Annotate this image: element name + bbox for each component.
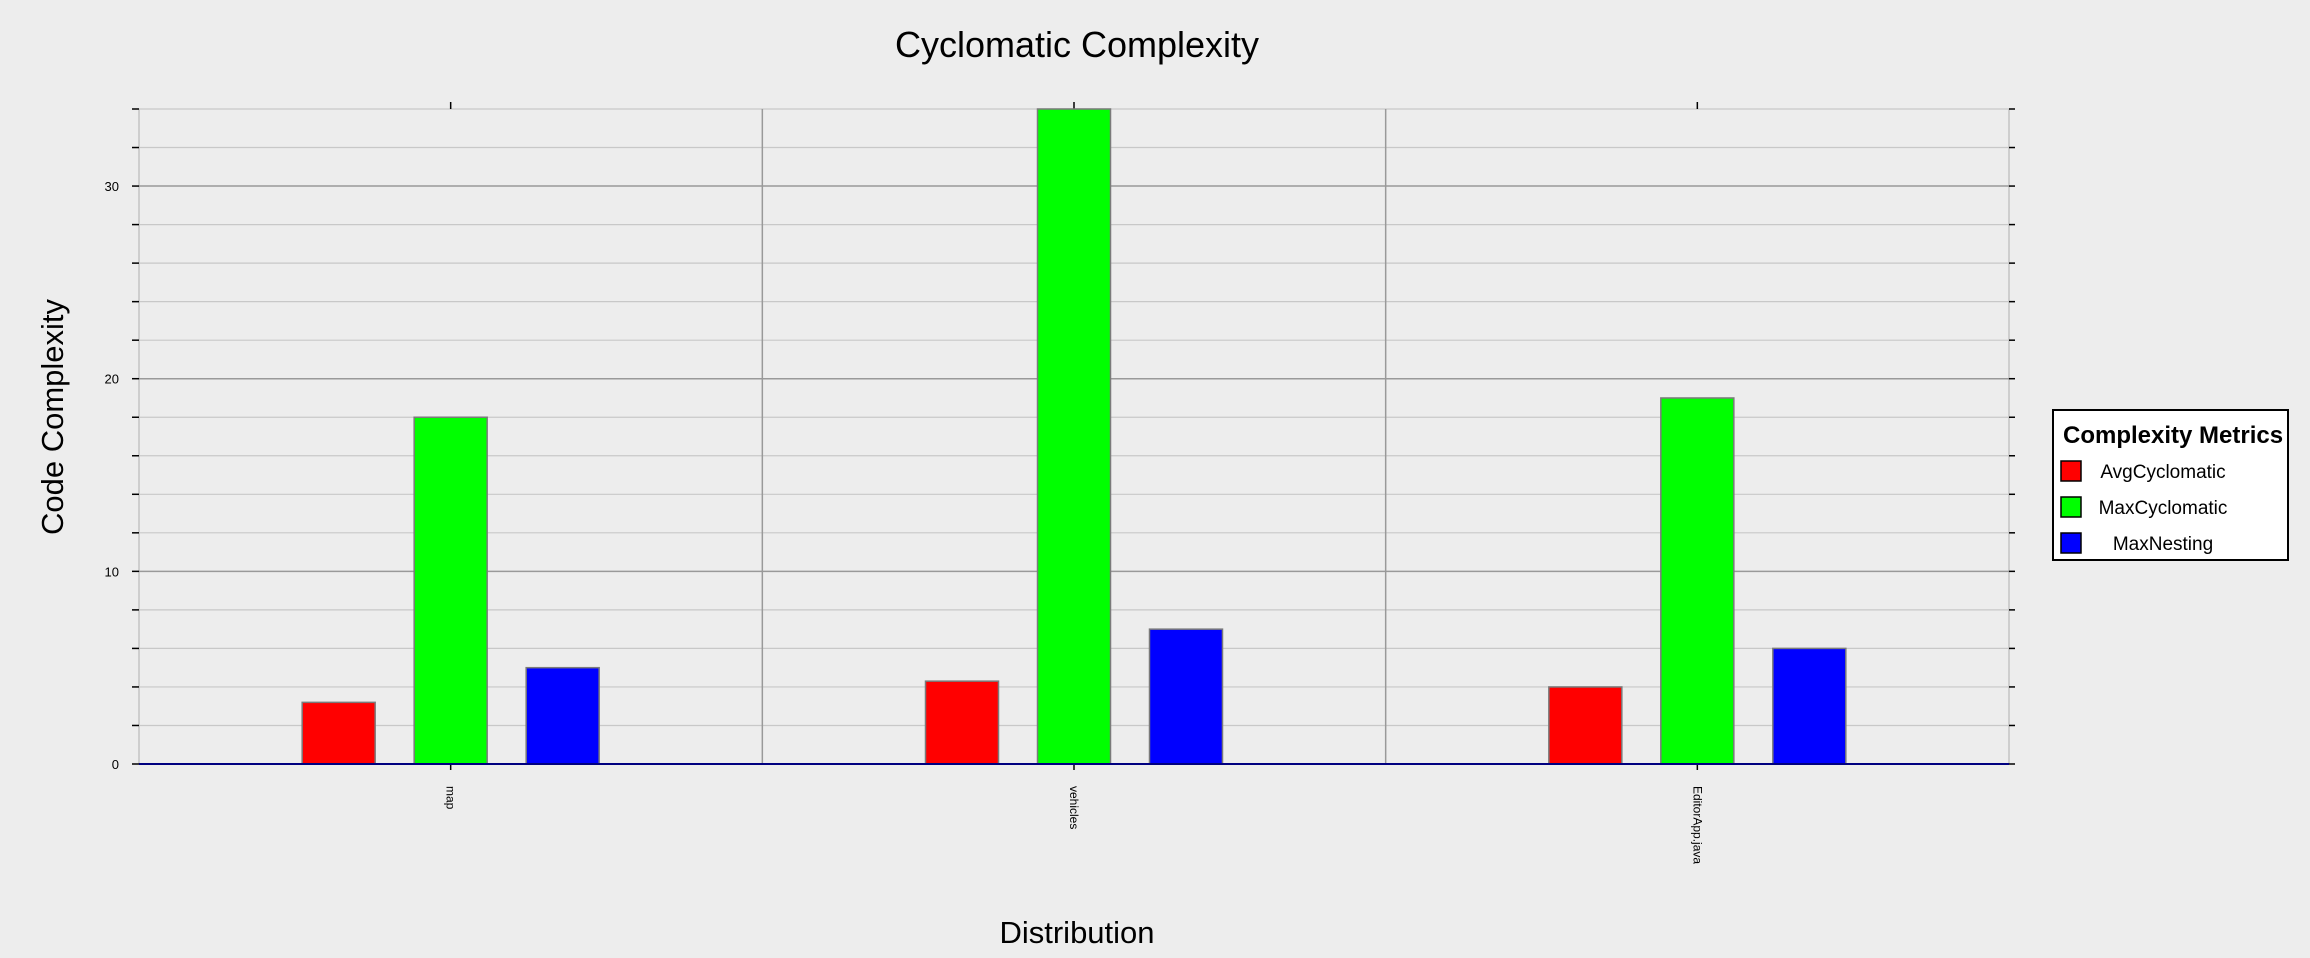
legend-label-avgcyclomatic: AvgCyclomatic [2100, 462, 2225, 483]
legend-label-maxcyclomatic: MaxCyclomatic [2099, 498, 2228, 519]
chart-title: Cyclomatic Complexity [895, 24, 1259, 65]
bar-avgcyclomatic-1 [301, 701, 376, 765]
y-tick-label: 20 [105, 372, 119, 387]
legend-swatch-maxcyclomatic [2060, 496, 2082, 518]
bar-avgcyclomatic-3 [1548, 686, 1623, 765]
legend-swatch-avgcyclomatic [2060, 460, 2082, 482]
bar-maxnesting-3 [1772, 647, 1847, 765]
x-tick-label: map [444, 786, 458, 810]
bar-maxnesting-2 [1148, 628, 1224, 765]
legend-label-maxnesting: MaxNesting [2113, 534, 2213, 555]
legend-box [2052, 409, 2289, 561]
bar-maxcyclomatic-3 [1660, 397, 1735, 765]
x-axis-title: Distribution [999, 915, 1154, 950]
y-tick-label: 10 [105, 564, 119, 579]
legend: Complexity Metrics AvgCyclomatic MaxCyclom… [2052, 409, 2289, 561]
x-tick-label: EditorApp.java [1690, 786, 1704, 864]
y-tick-label: 0 [112, 757, 119, 772]
bar-maxnesting-1 [525, 666, 600, 765]
y-axis-title: Code Complexity [35, 298, 70, 535]
x-tick-label: vehicles [1067, 786, 1081, 829]
bar-maxcyclomatic-1 [413, 416, 488, 765]
bar-avgcyclomatic-2 [924, 680, 1000, 765]
bar-maxcyclomatic-2 [1036, 108, 1112, 765]
legend-title: Complexity Metrics [2063, 422, 2283, 449]
y-tick-label: 30 [105, 179, 119, 194]
legend-swatch-maxnesting [2060, 532, 2082, 554]
plot-area: 0 10 20 30 map vehicles EditorApp.java [105, 102, 2015, 864]
